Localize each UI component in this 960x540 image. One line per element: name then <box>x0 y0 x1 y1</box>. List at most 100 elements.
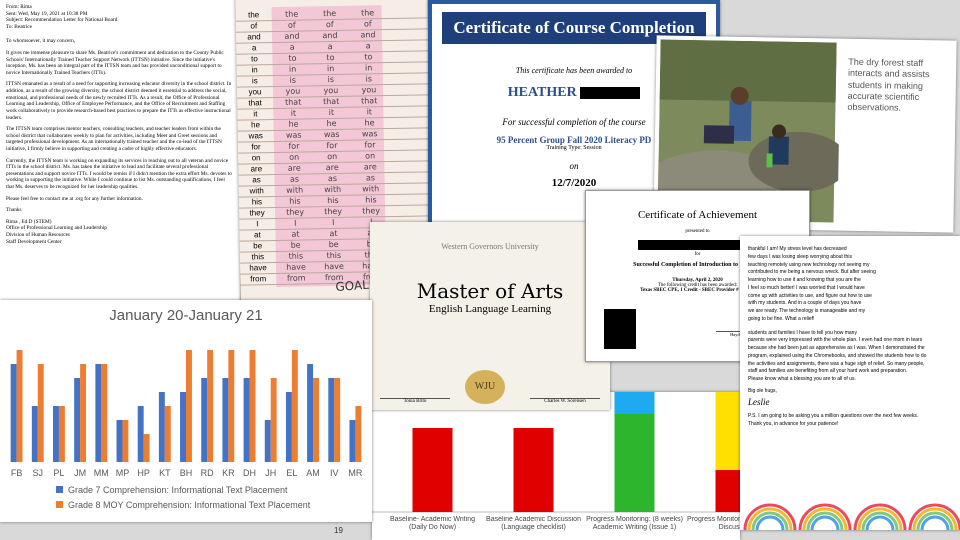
degree: Master of Arts <box>416 279 564 303</box>
word: his <box>327 195 339 206</box>
word: I <box>332 218 335 228</box>
word: that <box>284 97 302 107</box>
achievement-date: Thursday, April 2, 2020 <box>672 278 723 283</box>
bar <box>186 350 192 462</box>
x-tick-label: MR <box>348 468 362 478</box>
bar <box>16 350 23 462</box>
letter-line: thankful I am! My stress level has decre… <box>748 246 847 252</box>
x-tick-label: Progress Monitoring: Academic Discussion <box>687 516 740 532</box>
ps: P.S. I am going to be asking you a milli… <box>748 413 919 420</box>
word: they <box>286 207 305 217</box>
word: they <box>249 208 265 218</box>
bar <box>334 378 341 462</box>
word: he <box>251 120 261 130</box>
letter-line: students and families I have to tell you… <box>748 329 857 336</box>
x-tick-label: MM <box>94 468 109 478</box>
letter-line: contributed to me being a nervous wreck.… <box>748 269 876 276</box>
letter-line: parents were very impressed with the who… <box>748 337 923 344</box>
word: you <box>248 87 262 97</box>
word: have <box>324 261 344 272</box>
field: English Language Learning <box>428 303 552 315</box>
word: and <box>360 30 376 40</box>
word: is <box>365 74 373 84</box>
word: it <box>328 107 335 118</box>
closing: Big ole hugs, <box>748 387 777 394</box>
seal: WJU <box>465 370 505 404</box>
page-number: 19 <box>334 526 343 535</box>
word: it <box>366 107 373 117</box>
x-tick-label: EL <box>286 468 297 478</box>
word: that <box>360 96 378 106</box>
bar-segment <box>513 428 554 512</box>
bar <box>53 406 59 462</box>
word: his <box>251 197 263 207</box>
word: they <box>324 206 343 217</box>
word: of <box>287 20 296 30</box>
x-tick-label-box: Baseline Academic Discussion (Language c… <box>486 516 581 531</box>
bar <box>228 350 235 462</box>
bar <box>58 406 65 462</box>
bar <box>180 392 186 462</box>
x-tick-label: JH <box>265 468 276 478</box>
bar <box>291 350 298 462</box>
word: in <box>364 63 373 73</box>
word: are <box>363 162 377 172</box>
x-tick-label: IV <box>330 468 339 478</box>
rainbow-border <box>743 503 960 530</box>
word: on <box>289 152 300 162</box>
x-tick-label: KT <box>159 468 171 478</box>
paragraph: ITTSN emanated as a result of a need for… <box>6 81 232 121</box>
on-text: on <box>569 161 579 171</box>
achievement-title: Certificate of Achievement <box>637 209 758 221</box>
word: I <box>256 219 259 229</box>
word: have <box>286 262 306 272</box>
word: are <box>325 162 339 173</box>
word: is <box>289 75 297 85</box>
x-tick-label-box: Progress Monitoring: Academic Discussion <box>687 516 740 532</box>
bar <box>313 378 319 462</box>
header-line: To: Beatrice <box>6 23 32 30</box>
word: with <box>324 184 342 195</box>
word: to <box>250 54 258 64</box>
x-tick-label: AM <box>306 468 320 478</box>
bar-segment <box>715 392 740 470</box>
letter-line: few days I was losing sleep worrying abo… <box>748 253 852 260</box>
word: as <box>327 173 338 184</box>
paragraph: The ITTSN team comprises mentor teachers… <box>6 126 222 152</box>
chart: January 20-January 21 FB SJ PL JM MM MP HP KT BH… <box>10 307 363 510</box>
paragraph: It gives me immense pleasure to share Ms… <box>6 50 224 76</box>
word: the <box>248 10 260 20</box>
x-tick-label-box: Baseline- Academic Writing (Daily Do Now… <box>390 516 475 531</box>
word: he <box>326 118 337 129</box>
word: that <box>248 98 262 108</box>
bar <box>328 378 335 462</box>
x-tick-label: JM <box>74 468 86 478</box>
certificate-date: 12/7/2020 <box>551 177 597 189</box>
legend-label: Grade 8 MOY Comprehension: Informational… <box>68 500 311 510</box>
bar <box>137 406 144 462</box>
bar <box>74 378 81 462</box>
word: on <box>365 151 376 161</box>
letter-line: staff and families are benefiting from a… <box>748 368 908 375</box>
recipient-name: HEATHER <box>507 85 577 100</box>
legend-swatch <box>56 501 63 508</box>
bar-segment <box>715 470 740 512</box>
word: a <box>327 42 333 52</box>
word: and <box>284 31 300 41</box>
word: to <box>326 52 335 63</box>
paragraph: Please feel free to contact me at .org f… <box>6 195 143 202</box>
word: you <box>323 85 339 96</box>
x-tick-label: RD <box>201 468 214 478</box>
awarded-text: This certificate has been awarded to <box>515 66 633 75</box>
chart: Baseline- Academic Writing (Daily Do Now… <box>372 392 740 532</box>
chart-title: January 20-January 21 <box>109 307 262 324</box>
word: and <box>247 32 261 42</box>
letter-line: teaching remotely using new technology n… <box>748 261 870 268</box>
word: the <box>322 8 337 19</box>
word: from <box>286 273 306 283</box>
word: at <box>254 230 261 240</box>
word: his <box>289 196 301 206</box>
x-tick-label: KR <box>222 468 235 478</box>
training-type: Training Type: Session <box>546 145 602 151</box>
word: was <box>285 130 302 140</box>
